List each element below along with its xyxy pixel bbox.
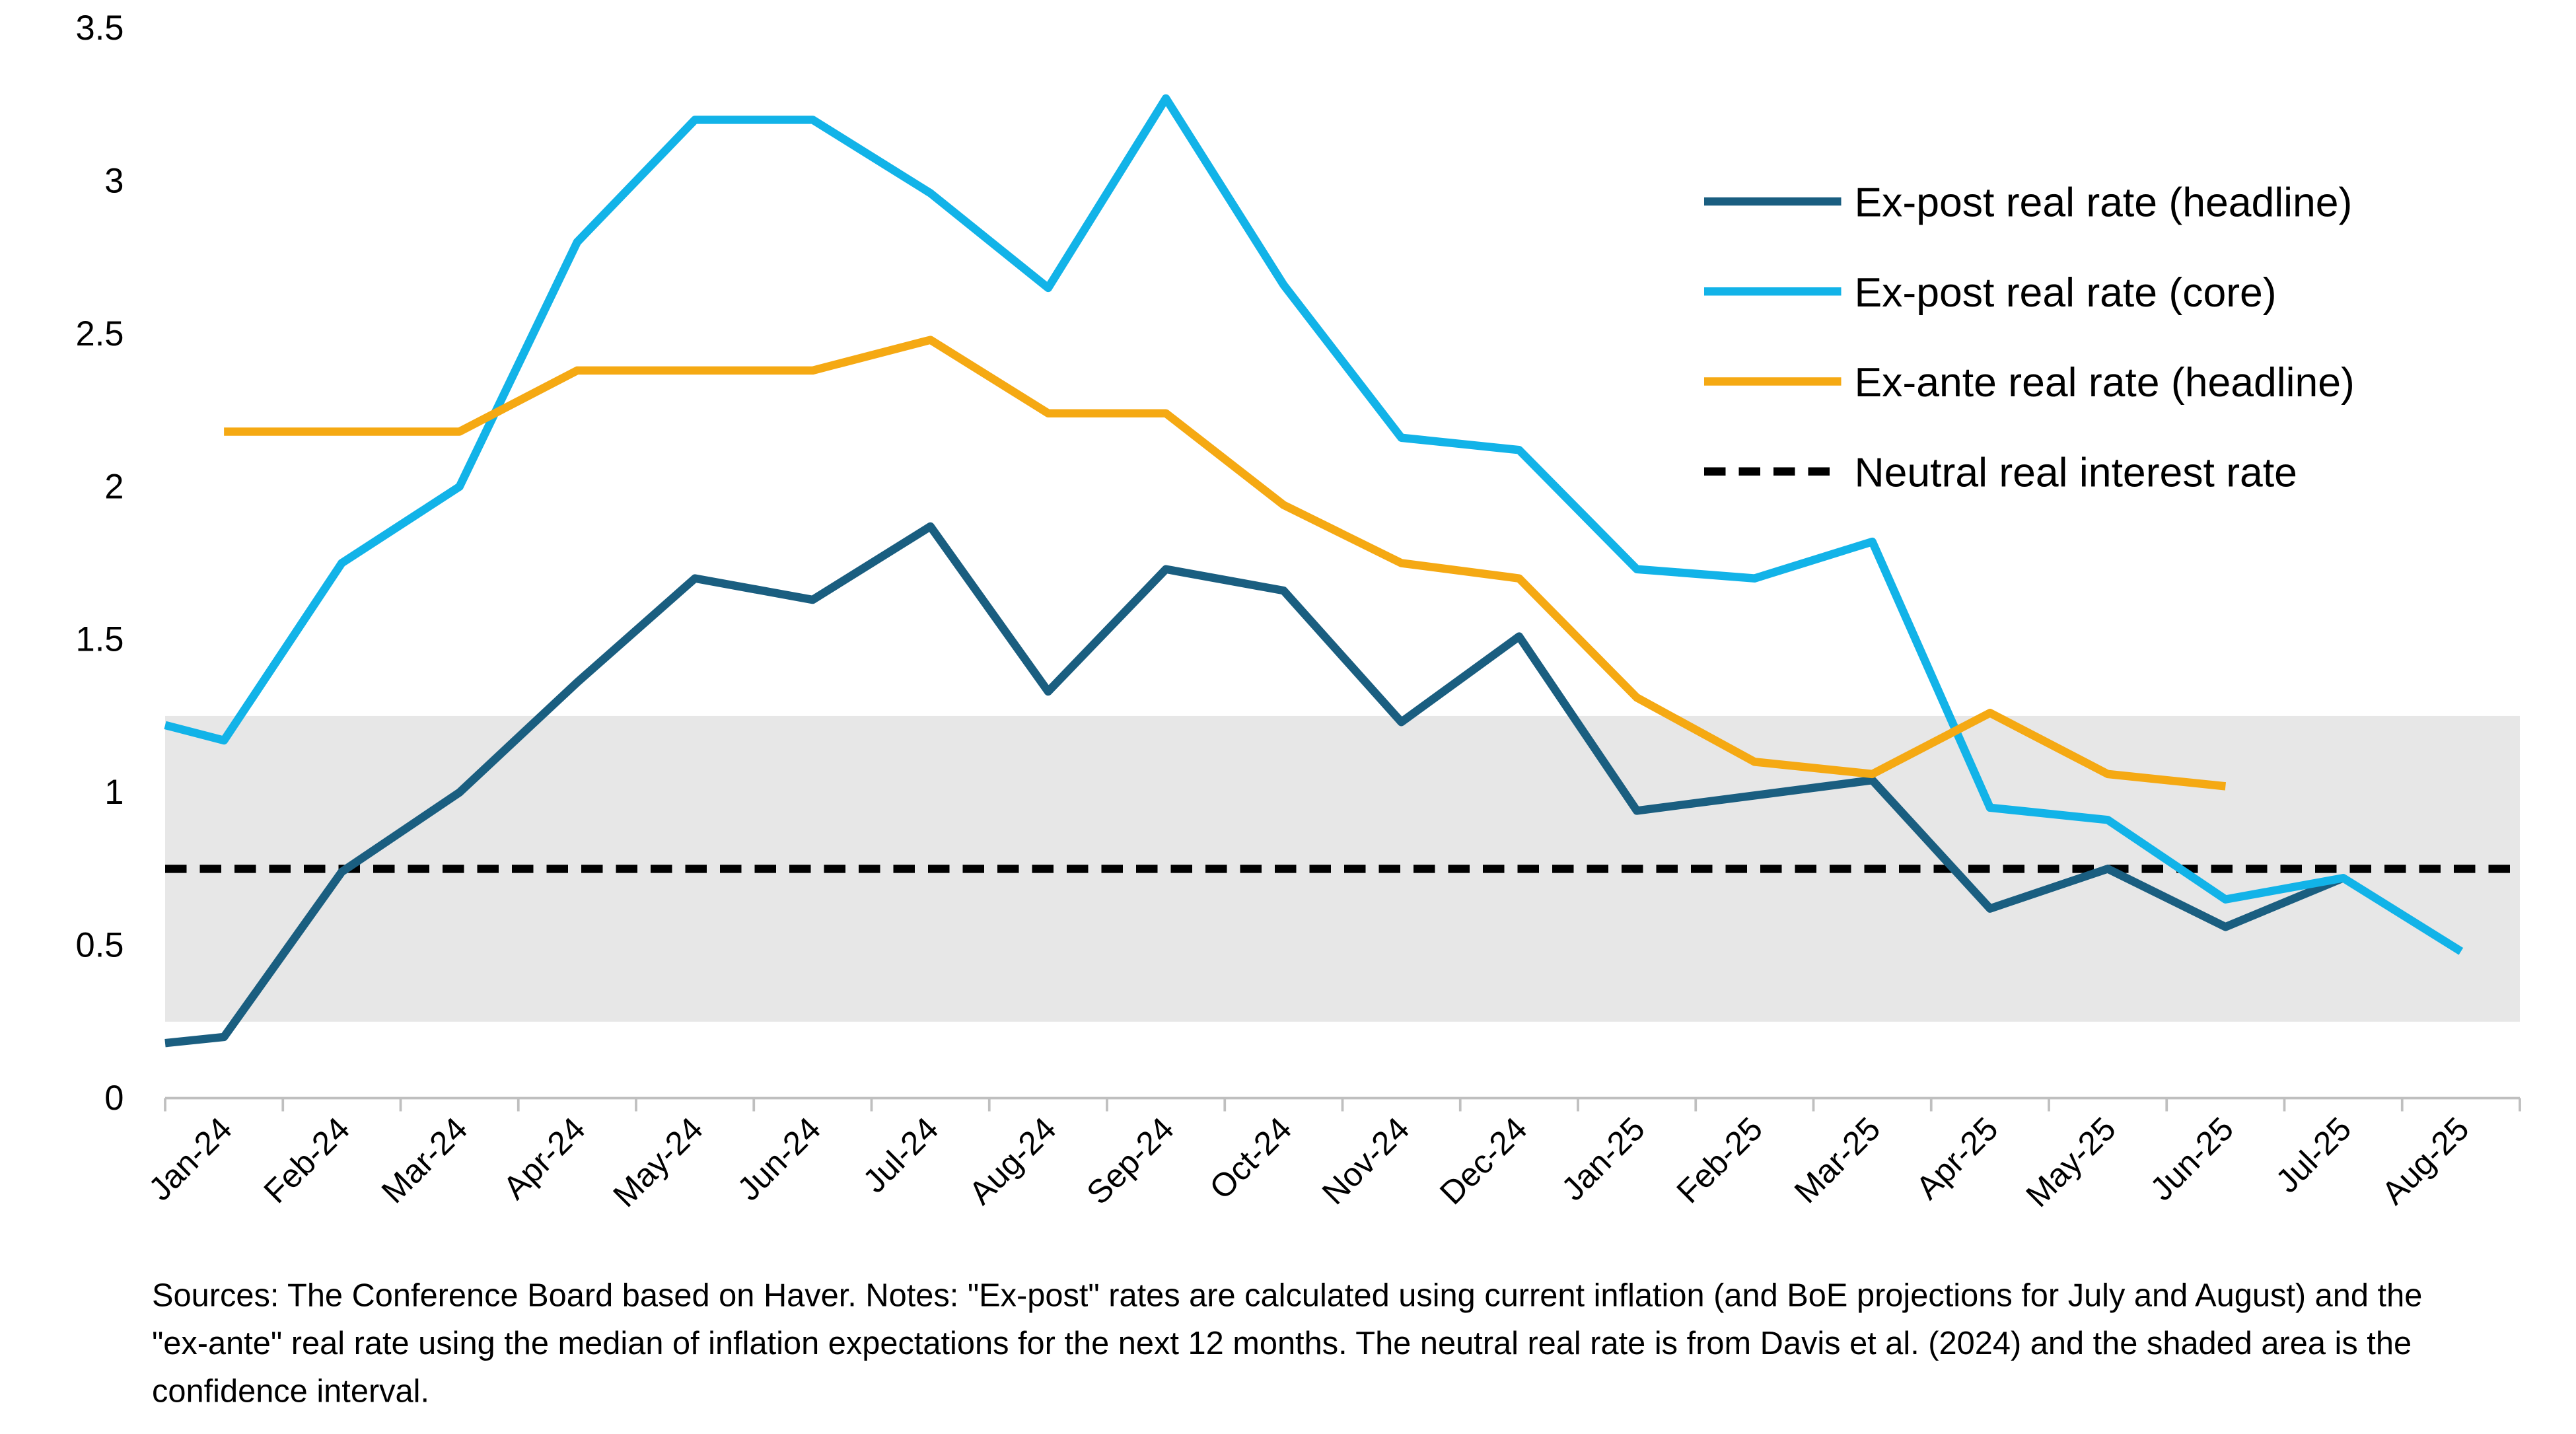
y-tick-label: 3.5 bbox=[76, 9, 124, 48]
x-tick-label: Jan-25 bbox=[1554, 1110, 1652, 1208]
x-tick-label: Nov-24 bbox=[1315, 1110, 1417, 1212]
x-tick-label: Feb-24 bbox=[257, 1110, 357, 1211]
x-tick-label: Oct-24 bbox=[1202, 1110, 1299, 1207]
legend-label: Ex-post real rate (core) bbox=[1855, 269, 2277, 316]
x-tick-label: Jan-24 bbox=[141, 1110, 239, 1208]
x-tick-label: Mar-24 bbox=[375, 1110, 475, 1211]
series-line bbox=[164, 94, 2464, 955]
x-tick-label: Feb-25 bbox=[1670, 1110, 1770, 1211]
y-tick-label: 1 bbox=[104, 773, 124, 812]
y-tick-label: 0 bbox=[104, 1079, 124, 1118]
legend-label: Ex-post real rate (headline) bbox=[1855, 180, 2353, 226]
y-tick-label: 1.5 bbox=[76, 620, 124, 659]
x-tick-label: May-24 bbox=[606, 1110, 709, 1214]
chart: 0 0.5 1 1.5 2 2.5 3 3.5 Jan-24 Feb-24 Mar-24 Apr-24… bbox=[76, 9, 2521, 1214]
x-tick-label: Jul-25 bbox=[2269, 1110, 2359, 1200]
x-tick-label: Mar-25 bbox=[1787, 1110, 1888, 1211]
x-tick-label: Apr-25 bbox=[1909, 1110, 2005, 1207]
x-tick-label: Aug-25 bbox=[2375, 1110, 2476, 1212]
x-tick-label: Sep-24 bbox=[1079, 1110, 1181, 1212]
y-tick-label: 2 bbox=[104, 467, 124, 506]
x-tick-label: Jun-24 bbox=[730, 1110, 828, 1208]
x-tick-label: Aug-24 bbox=[962, 1110, 1063, 1212]
y-tick-label: 2.5 bbox=[76, 314, 124, 353]
x-tick-label: May-25 bbox=[2019, 1110, 2122, 1214]
x-tick-label: Apr-24 bbox=[496, 1110, 592, 1207]
legend-label: Ex-ante real rate (headline) bbox=[1855, 359, 2355, 406]
note: Sources: The Conference Board based on H… bbox=[152, 1278, 2423, 1410]
x-tick-label: Jun-25 bbox=[2143, 1110, 2240, 1208]
series-line bbox=[224, 336, 2227, 791]
y-tick-label: 0.5 bbox=[76, 926, 124, 965]
series-line bbox=[164, 522, 2345, 1048]
y-tick-label: 3 bbox=[104, 161, 124, 200]
x-tick-label: Jul-24 bbox=[856, 1110, 946, 1200]
legend-label: Neutral real interest rate bbox=[1855, 449, 2297, 495]
x-tick-label: Dec-24 bbox=[1433, 1110, 1534, 1212]
